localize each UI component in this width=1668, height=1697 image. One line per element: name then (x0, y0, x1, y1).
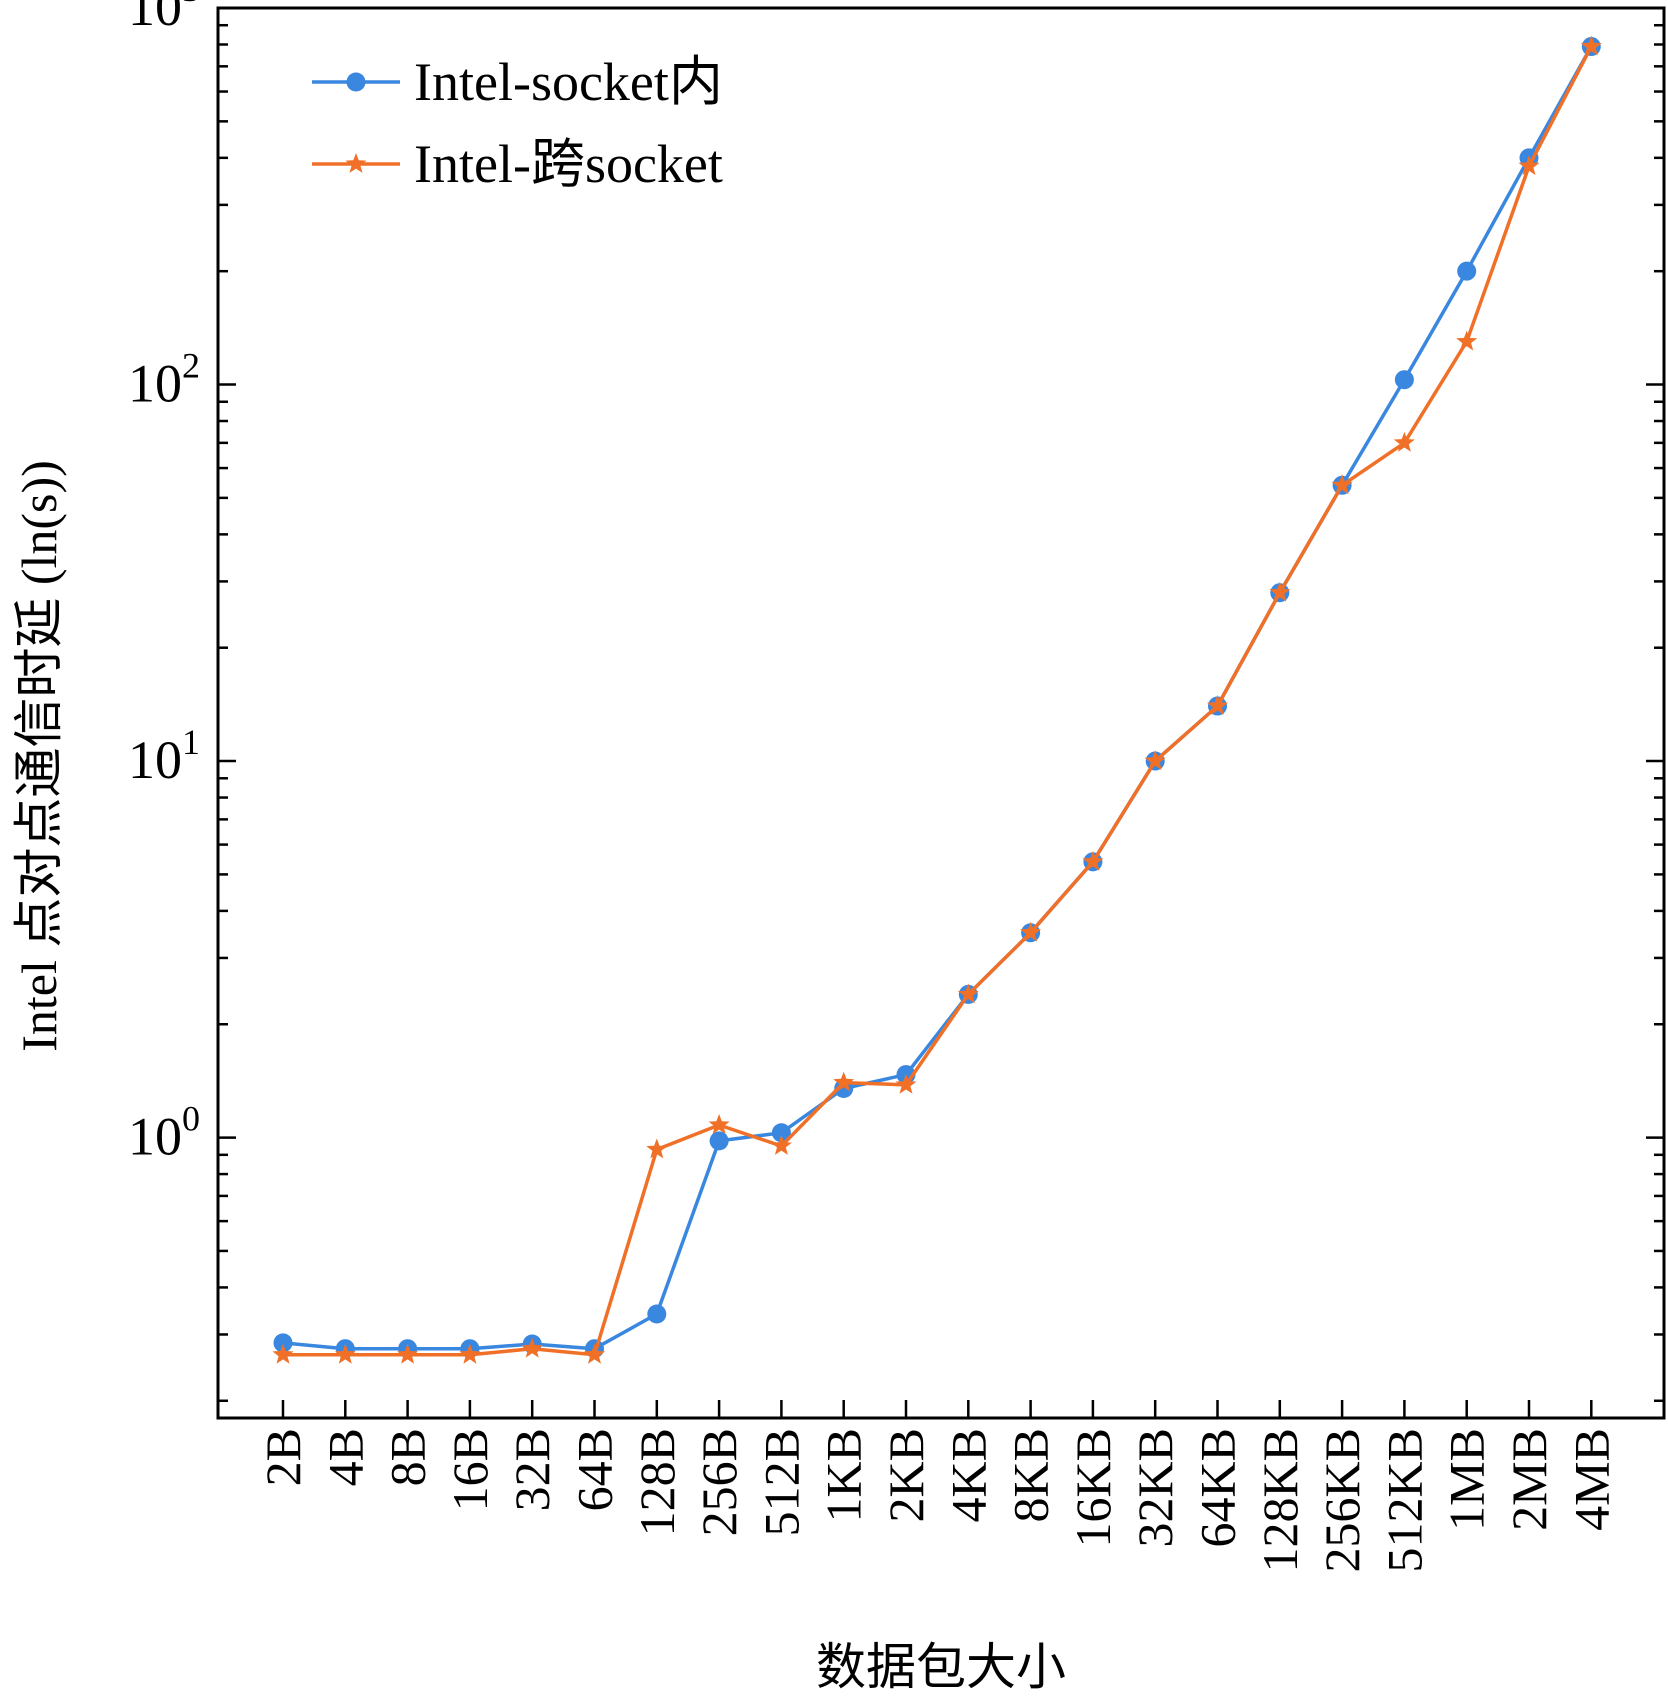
legend-label: Intel-socket内 (414, 52, 723, 112)
x-tick-label: 2KB (878, 1428, 934, 1522)
legend-label: Intel-跨socket (414, 134, 723, 194)
x-tick-label: 64B (567, 1428, 623, 1511)
legend-marker (345, 153, 367, 173)
x-tick-label: 128B (629, 1428, 685, 1536)
data-point (957, 983, 979, 1004)
data-point (273, 1333, 293, 1353)
x-tick-label: 512B (753, 1428, 809, 1536)
data-point (1394, 370, 1414, 390)
x-tick-label: 256B (691, 1428, 747, 1536)
data-point (833, 1071, 855, 1092)
data-point (1393, 431, 1415, 452)
data-point (1580, 35, 1602, 56)
legend: Intel-socket内 Intel-跨socket (312, 52, 723, 194)
y-axis-label: Intel 点对点通信时延 (ln(s)) (11, 460, 67, 1052)
x-tick-label: 512KB (1376, 1428, 1432, 1572)
data-point (459, 1343, 481, 1364)
data-point (1518, 155, 1540, 176)
series-1 (273, 37, 1601, 1359)
x-tick-label: 4MB (1563, 1428, 1619, 1531)
data-point (709, 1131, 729, 1151)
data-point (770, 1135, 792, 1155)
x-tick-label: 1KB (816, 1428, 872, 1522)
data-point (646, 1138, 668, 1159)
y-tick-label: 103 (128, 0, 200, 37)
data-point (397, 1343, 419, 1364)
series-line (283, 45, 1593, 1357)
y-axis: 100 101 102 103 (128, 0, 1664, 1403)
data-point (895, 1073, 917, 1094)
y-tick-label: 100 (128, 1099, 200, 1167)
x-tick-label: 32B (504, 1428, 560, 1511)
x-tick-label: 1MB (1439, 1428, 1495, 1531)
x-tick-label: 256KB (1314, 1428, 1370, 1572)
data-point (1269, 581, 1291, 602)
x-axis: 2B 4B 8B 16B 32B 64B 128B 256B 512B 1KB 2KB 4KB 8KB 1… (255, 1400, 1619, 1572)
series-2 (272, 35, 1602, 1364)
x-tick-label: 16B (442, 1428, 498, 1511)
x-tick-label: 8B (380, 1428, 436, 1486)
data-point (521, 1337, 543, 1358)
data-point (1331, 474, 1353, 495)
x-tick-label: 4B (317, 1428, 373, 1486)
x-tick-label: 2B (255, 1428, 311, 1486)
x-axis-label: 数据包大小 (816, 1639, 1066, 1695)
plot-frame (216, 6, 1666, 1420)
legend-entry: Intel-跨socket (312, 134, 723, 194)
data-point (334, 1343, 356, 1364)
series-line (282, 45, 1593, 1351)
x-tick-label: 64KB (1190, 1428, 1246, 1547)
x-tick-label: 32KB (1127, 1428, 1183, 1547)
x-tick-label: 16KB (1065, 1428, 1121, 1547)
data-point (1456, 330, 1478, 351)
data-point (1457, 261, 1477, 281)
data-point (1207, 695, 1228, 715)
legend-entry: Intel-socket内 (312, 52, 723, 112)
data-point (1144, 750, 1166, 770)
legend-marker (346, 72, 366, 92)
x-tick-label: 128KB (1252, 1428, 1308, 1572)
y-tick-label: 102 (128, 346, 200, 414)
data-point (272, 1343, 294, 1364)
data-point (771, 1123, 791, 1143)
data-point (1020, 921, 1042, 942)
series-layer (272, 35, 1602, 1364)
y-tick-label: 101 (128, 722, 200, 790)
x-tick-label: 2MB (1501, 1428, 1557, 1531)
data-point (584, 1343, 605, 1364)
data-point (1082, 850, 1104, 871)
x-tick-label: 8KB (1003, 1428, 1059, 1522)
x-tick-label: 4KB (940, 1428, 996, 1522)
data-point (708, 1114, 730, 1134)
data-point (647, 1304, 667, 1324)
